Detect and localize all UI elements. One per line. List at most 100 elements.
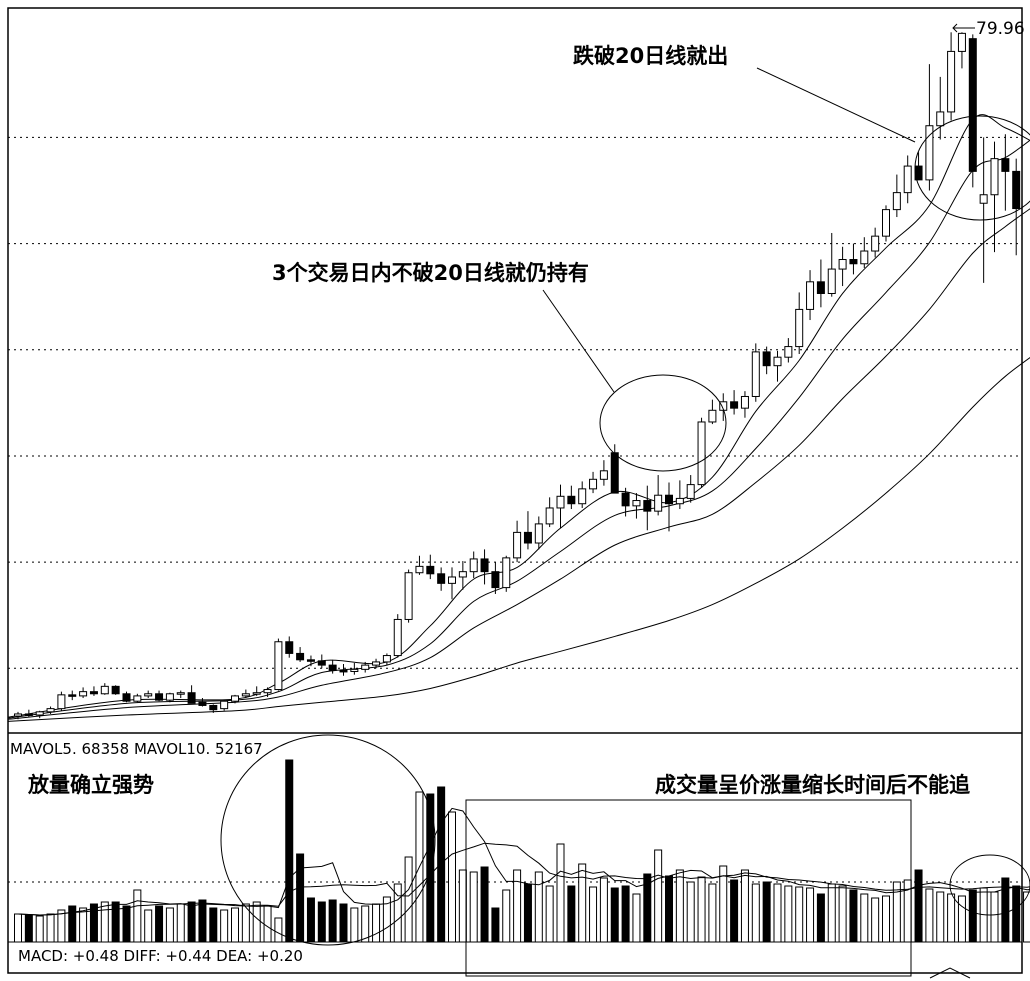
candle xyxy=(339,664,348,676)
ma60-line xyxy=(7,356,1030,722)
hold-annotation: 3个交易日内不破20日线就仍持有 xyxy=(272,261,589,285)
candle-body xyxy=(643,500,652,512)
candle-body xyxy=(426,565,435,575)
hold-pointer-line xyxy=(542,289,615,393)
volume-bar xyxy=(523,883,532,943)
candle xyxy=(469,551,478,579)
candle-body xyxy=(35,711,44,716)
volume-bar xyxy=(339,903,348,943)
candle-body xyxy=(274,641,283,691)
candle xyxy=(100,683,109,695)
candle-body xyxy=(686,484,695,499)
candle-body xyxy=(979,194,988,204)
candle-body xyxy=(1001,158,1010,172)
volume-bar xyxy=(46,913,55,943)
mavol-readout: MAVOL5. 68358 MAVOL10. 52167 xyxy=(10,740,263,758)
candle xyxy=(578,481,587,508)
volume-bar xyxy=(610,887,619,943)
volume-bar xyxy=(762,881,771,943)
candle-body xyxy=(339,669,348,673)
volume-bar xyxy=(426,793,435,943)
candle-body xyxy=(784,346,793,358)
volume-bar xyxy=(176,903,185,943)
candle xyxy=(686,475,695,503)
candle xyxy=(903,155,912,204)
candle-body xyxy=(556,495,565,509)
volume-bar xyxy=(274,917,283,943)
candle xyxy=(415,555,424,575)
volume-bar xyxy=(79,907,88,943)
volume-bar xyxy=(209,907,218,943)
candle xyxy=(621,487,630,517)
volume-bar xyxy=(892,881,901,943)
exit-pointer-line xyxy=(756,67,916,143)
volume-bar xyxy=(285,759,294,943)
candle-body xyxy=(404,572,413,620)
candle-body xyxy=(296,652,305,661)
volume-bar xyxy=(545,885,554,943)
candle-body xyxy=(144,693,153,697)
candle-body xyxy=(491,571,500,589)
candle-body xyxy=(1012,170,1021,210)
candle xyxy=(46,706,55,714)
candle xyxy=(556,484,565,529)
candle xyxy=(393,614,402,658)
candle xyxy=(209,704,218,713)
volume-bar xyxy=(165,907,174,943)
volume-bar xyxy=(957,895,966,943)
candle-body xyxy=(382,655,391,663)
volume-bar xyxy=(751,883,760,943)
candle-body xyxy=(306,659,315,662)
candle-body xyxy=(198,701,207,706)
candle xyxy=(740,391,749,418)
volume-bar xyxy=(296,853,305,943)
volume-bar xyxy=(1023,891,1030,943)
candle xyxy=(79,687,88,699)
candle xyxy=(773,350,782,382)
volume-bar xyxy=(187,901,196,943)
candle-body xyxy=(838,259,847,270)
candle-body xyxy=(165,693,174,701)
candle-body xyxy=(263,689,272,694)
volume-bar xyxy=(328,899,337,943)
candle xyxy=(1012,158,1021,256)
candle xyxy=(133,693,142,703)
volume-bar xyxy=(936,891,945,943)
candle xyxy=(176,690,185,699)
volume-bar xyxy=(144,909,153,943)
candle-body xyxy=(675,497,684,505)
volume-bar xyxy=(871,897,880,943)
volume-bar xyxy=(24,914,33,943)
candle xyxy=(263,687,272,697)
candle-body xyxy=(57,694,66,710)
candle xyxy=(708,399,717,425)
volume-bar xyxy=(89,903,98,943)
candle xyxy=(317,654,326,669)
candle-body xyxy=(68,694,77,697)
candle xyxy=(751,343,760,402)
candle xyxy=(947,32,956,121)
volume-ma-layer xyxy=(17,807,1030,916)
volume-bar xyxy=(806,887,815,943)
candle xyxy=(285,636,294,658)
volume-bar xyxy=(220,909,229,943)
candle xyxy=(57,691,66,711)
macd-readout: MACD: +0.48 DIFF: +0.44 DEA: +0.20 xyxy=(18,947,303,965)
candle-body xyxy=(578,488,587,505)
volume-bar xyxy=(654,849,663,943)
candle-body xyxy=(24,713,33,716)
candle xyxy=(513,520,522,563)
volume-bar xyxy=(513,869,522,943)
candle xyxy=(589,471,598,494)
volume-bar xyxy=(122,905,131,943)
chart-frame xyxy=(7,7,1023,974)
candle-body xyxy=(545,507,554,525)
candle xyxy=(871,227,880,258)
volume-bar xyxy=(686,881,695,943)
candle xyxy=(968,34,977,188)
candle-body xyxy=(155,693,164,701)
candle xyxy=(838,246,847,287)
volume-bar xyxy=(1012,885,1021,943)
candle-body xyxy=(957,32,966,52)
candle xyxy=(350,662,359,675)
